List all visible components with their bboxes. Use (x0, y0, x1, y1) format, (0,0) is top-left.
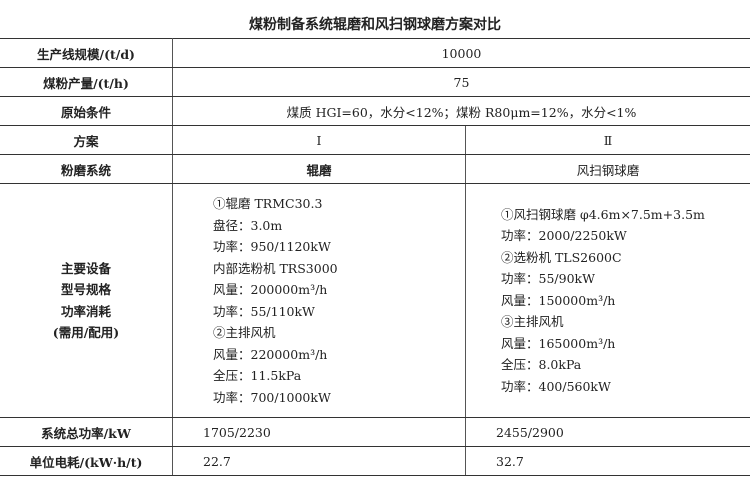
cell-scheme-1: ①辊磨 TRMC30.3 盘径：3.0m 功率：950/1120kW 内部选粉机… (172, 183, 466, 418)
row-label: 系统总功率/kW (0, 417, 173, 447)
row-label: 方案 (0, 125, 173, 155)
spec-line: 功率：55/90kW (501, 271, 595, 287)
cell: 32.7 (465, 446, 750, 476)
spec-line: 功率：700/1000kW (213, 389, 331, 405)
row-label: 煤粉产量/(t/h) (0, 67, 173, 97)
spec-line: 风量：150000m³/h (501, 292, 616, 308)
table-row: 单位电耗/(kW·h/t) 22.7 32.7 (0, 446, 750, 476)
row-label: 主要设备 型号规格 功率消耗 (需用/配用) (0, 183, 173, 418)
cell-scheme-2: ①风扫钢球磨 φ4.6m×7.5m+3.5m 功率：2000/2250kW ②选… (465, 183, 750, 418)
spec-line: ②选粉机 TLS2600C (501, 249, 622, 265)
spec-line: 功率：400/560kW (501, 378, 611, 394)
spec-line: 全压：8.0kPa (501, 357, 582, 373)
cell: 10000 (172, 38, 750, 68)
cell: 1705/2230 (172, 417, 466, 447)
label-line: 主要设备 (60, 260, 111, 276)
table-title: 煤粉制备系统辊磨和风扫钢球磨方案对比 (249, 17, 501, 33)
table-row: 主要设备 型号规格 功率消耗 (需用/配用) ①辊磨 TRMC30.3 盘径：3… (0, 183, 750, 418)
spec-line: 全压：11.5kPa (213, 368, 302, 383)
cell: 22.7 (172, 446, 466, 476)
spec-line: 功率：2000/2250kW (501, 228, 627, 244)
spec-line: 风量：165000m³/h (501, 335, 616, 351)
spec-line: 风量：220000m³/h (213, 346, 328, 362)
row-label: 单位电耗/(kW·h/t) (0, 446, 173, 476)
table-row: 生产线规模/(t/d) 10000 (0, 38, 750, 68)
table-row: 煤粉产量/(t/h) 75 (0, 67, 750, 97)
label-line: (需用/配用) (52, 325, 120, 340)
spec-line: 盘径：3.0m (213, 217, 283, 233)
spec-line: 内部选粉机 TRS3000 (213, 260, 338, 276)
label-line: 功率消耗 (60, 303, 111, 319)
spec-line: ③主排风机 (501, 314, 564, 330)
label-line: 型号规格 (60, 282, 111, 297)
spec-line: 功率：950/1120kW (213, 239, 331, 254)
table-row: 方案 Ⅰ Ⅱ (0, 125, 750, 155)
cell: 75 (172, 67, 750, 97)
cell: Ⅰ (172, 125, 466, 155)
row-label: 粉磨系统 (0, 154, 173, 184)
spec-line: 风量：200000m³/h (213, 282, 328, 297)
comparison-table: 生产线规模/(t/d) 10000 煤粉产量/(t/h) 75 原始条件 煤质 … (0, 38, 750, 476)
cell: 风扫钢球磨 (465, 154, 750, 184)
cell: 煤质 HGI=60，水分<12%；煤粉 R80μm=12%，水分<1% (172, 96, 750, 126)
spec-line: 功率：55/110kW (213, 303, 315, 319)
spec-line: ②主排风机 (213, 325, 276, 340)
row-label: 生产线规模/(t/d) (0, 38, 173, 68)
row-label: 原始条件 (0, 96, 173, 126)
spec-line: ①风扫钢球磨 φ4.6m×7.5m+3.5m (501, 206, 705, 222)
table-row: 原始条件 煤质 HGI=60，水分<12%；煤粉 R80μm=12%，水分<1% (0, 96, 750, 126)
cell: Ⅱ (465, 125, 750, 155)
spec-line: ①辊磨 TRMC30.3 (213, 196, 323, 211)
cell: 2455/2900 (465, 417, 750, 447)
table-row: 粉磨系统 辊磨 风扫钢球磨 (0, 154, 750, 184)
cell: 辊磨 (172, 154, 466, 184)
table-row: 系统总功率/kW 1705/2230 2455/2900 (0, 417, 750, 447)
